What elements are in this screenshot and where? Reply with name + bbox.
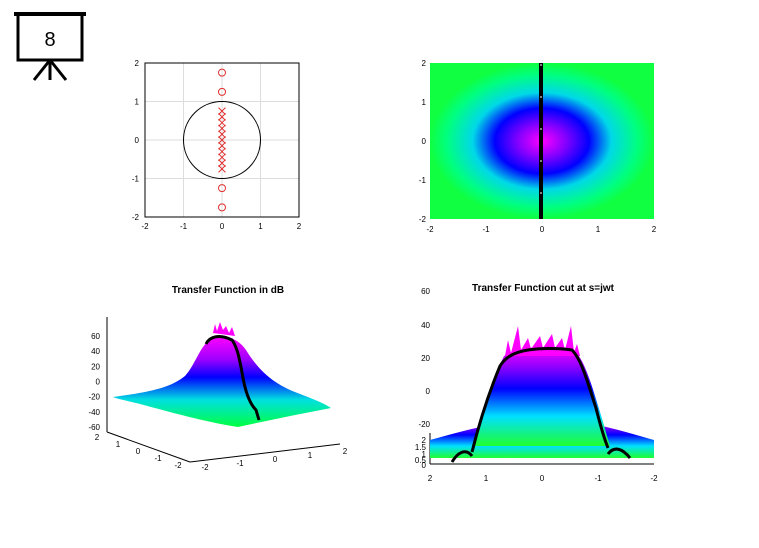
x-tick-label: 1 <box>484 474 489 483</box>
z-small-tick-label: 0 <box>422 461 427 470</box>
slide-number-badge: 8 <box>14 12 86 81</box>
x-tick-label: -2 <box>201 463 209 472</box>
y-tick-label: 0 <box>136 447 141 456</box>
z-tick-label: 0 <box>96 378 101 387</box>
x-tick-label: 2 <box>343 447 348 456</box>
z-tick-label: -20 <box>88 393 100 402</box>
surface-y-tick-labels: 2 1 0 -1 -2 <box>95 433 182 470</box>
surface-title: Transfer Function in dB <box>172 285 284 296</box>
y-tick-label: 1 <box>116 440 121 449</box>
pole-marker <box>218 107 226 115</box>
easel-leg-left <box>32 59 52 81</box>
x-tick-label: 1 <box>596 225 601 234</box>
pole-zero-plot: -2 -1 0 1 2 2 1 0 -1 -2 <box>132 59 302 231</box>
x-tick-label: -2 <box>650 474 658 483</box>
y-tick-label: -2 <box>132 213 140 222</box>
y-tick-label: 1 <box>422 98 427 107</box>
transfer-function-cut-surface: Transfer Function cut at s=jwt 6040200-2… <box>415 283 658 483</box>
pole-zero-axes-box <box>144 62 300 218</box>
surface-x-axis <box>189 443 341 463</box>
x-tick-label: 0 <box>273 455 278 464</box>
x-tick-label: 1 <box>308 451 313 460</box>
surface-peak-spikes <box>213 322 235 336</box>
y-tick-label: -1 <box>154 454 162 463</box>
zero-marker <box>218 184 226 193</box>
y-tick-label: -2 <box>419 215 427 224</box>
x-tick-label: 1 <box>258 222 263 231</box>
transfer-function-db-surface: Transfer Function in dB 6040200-20-40-60… <box>88 285 347 472</box>
pole-marker <box>218 136 226 144</box>
magnitude-heatmap: -2 -1 0 1 2 2 1 0 -1 -2 <box>419 59 657 234</box>
pole-marker <box>218 153 226 162</box>
y-tick-label: -2 <box>174 461 182 470</box>
x-tick-label: 2 <box>428 474 433 483</box>
z-tick-label: 20 <box>91 362 100 371</box>
x-tick-label: 0 <box>540 474 545 483</box>
cut-title: Transfer Function cut at s=jwt <box>472 283 615 294</box>
y-tick-label: -1 <box>132 175 140 184</box>
cut-z-small-tick-labels: 21.510.50 <box>415 436 427 470</box>
pole-zero-x-tick-labels: -2 -1 0 1 2 <box>141 222 301 231</box>
z-tick-label: 0 <box>426 387 431 396</box>
pole-marker <box>218 118 226 127</box>
z-tick-label: -20 <box>418 420 430 429</box>
unit-circle <box>183 101 261 179</box>
zero-marker <box>218 68 226 77</box>
z-tick-label: 40 <box>421 321 430 330</box>
cut-surface-body <box>472 346 610 446</box>
y-tick-label: -1 <box>419 176 427 185</box>
z-tick-label: 20 <box>421 354 430 363</box>
pole-marker <box>218 124 226 133</box>
y-tick-label: 0 <box>135 136 140 145</box>
x-tick-label: -1 <box>236 459 244 468</box>
z-tick-label: 60 <box>421 287 430 296</box>
z-tick-label: 60 <box>91 332 100 341</box>
z-tick-label: -40 <box>88 408 100 417</box>
pole-marker <box>218 159 226 167</box>
surface-x-tick-labels: -2 -1 0 1 2 <box>201 447 347 472</box>
z-tick-label: -60 <box>88 423 100 432</box>
pole-marker <box>218 147 226 156</box>
x-tick-label: -1 <box>594 474 602 483</box>
slide-number: 8 <box>44 29 55 51</box>
surface-y-axis <box>106 431 191 463</box>
z-small-tick-label: 1.5 <box>415 443 427 452</box>
y-tick-label: 2 <box>135 59 140 68</box>
zero-marker <box>218 87 226 96</box>
z-small-tick-label: 1 <box>422 450 427 459</box>
x-tick-label: -2 <box>141 222 149 231</box>
heatmap-y-tick-labels: 2 1 0 -1 -2 <box>419 59 427 224</box>
y-tick-label: 2 <box>422 59 427 68</box>
pole-marker <box>218 141 226 150</box>
pole-marker <box>218 165 226 173</box>
x-tick-label: -2 <box>426 225 434 234</box>
pole-zero-y-tick-labels: 2 1 0 -1 -2 <box>132 59 140 222</box>
x-tick-label: -1 <box>482 225 490 234</box>
surface-mesh <box>113 336 331 427</box>
z-small-tick-label: 2 <box>422 436 427 445</box>
cut-curve <box>450 347 632 463</box>
x-tick-label: 2 <box>297 222 302 231</box>
x-tick-label: -1 <box>180 222 188 231</box>
surface-cut-curve <box>204 335 261 421</box>
cut-peak-spikes <box>505 326 580 356</box>
y-tick-label: 2 <box>95 433 100 442</box>
x-tick-label: 0 <box>540 225 545 234</box>
surface-z-tick-labels: 60 40 20 0 -20 -40 -60 <box>88 332 100 432</box>
pole-marker <box>218 130 226 139</box>
easel-leg-right <box>48 59 68 81</box>
z-small-tick-label: 0.5 <box>415 456 427 465</box>
pole-zero-markers <box>218 68 226 212</box>
cut-z-tick-labels: 60 40 20 0 -20 <box>418 287 430 429</box>
cut-x-tick-labels: 2 1 0 -1 -2 <box>428 474 658 483</box>
z-tick-label: 40 <box>91 347 100 356</box>
y-tick-label: 1 <box>135 98 140 107</box>
x-tick-label: 0 <box>220 222 225 231</box>
heatmap-x-tick-labels: -2 -1 0 1 2 <box>426 225 656 234</box>
zero-marker <box>218 203 226 212</box>
y-tick-label: 0 <box>422 137 427 146</box>
pole-marker <box>218 113 226 121</box>
x-tick-label: 2 <box>652 225 657 234</box>
